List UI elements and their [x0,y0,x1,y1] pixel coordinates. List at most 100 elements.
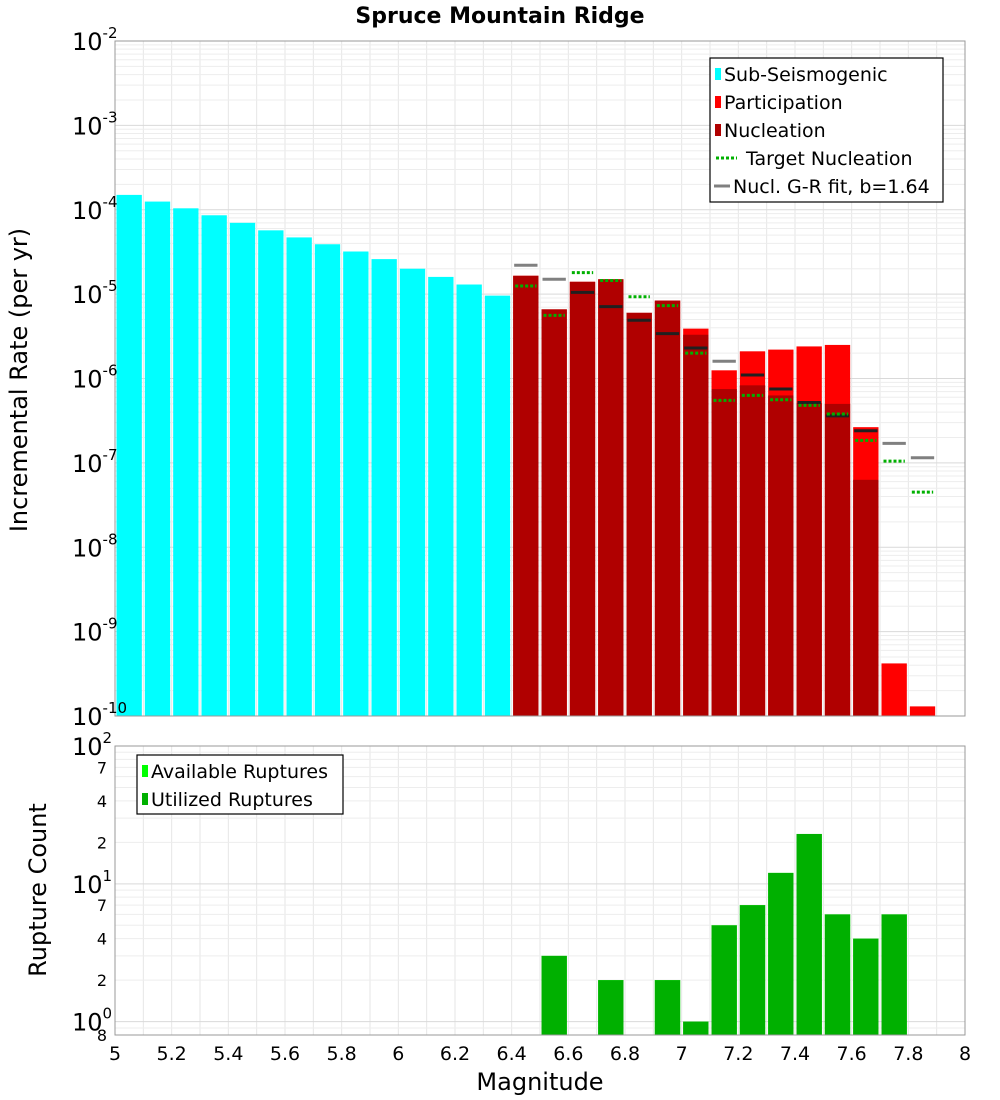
sub-seismogenic-bar [229,222,256,716]
legend-label: Sub-Seismogenic [724,64,888,86]
y-tick-label: 102 [72,729,112,761]
y-tick-exponent: -8 [103,530,118,548]
nucleation-bar [796,403,822,716]
legend-swatch-bar [715,68,721,80]
utilized-ruptures-bar [683,1021,709,1035]
utilized-ruptures-bar [598,980,624,1035]
x-tick-label: 6.2 [440,1043,470,1065]
y-minor-tick-label: 4 [97,792,107,811]
y-tick-exponent: -7 [103,446,118,464]
nucleation-bar [739,385,766,716]
y-tick-exponent: -10 [103,699,128,717]
nucleation-bar [824,403,851,716]
y-tick-label: 10-8 [72,530,118,562]
sub-seismogenic-bar [428,276,454,716]
y-tick-label: 101 [72,867,112,899]
top-bars [116,194,936,717]
y-tick-label: 10-7 [72,446,118,478]
x-tick-label: 6 [392,1043,404,1065]
y-tick-base: 10 [72,733,103,761]
y-tick-base: 10 [72,619,103,647]
y-tick-label: 10-9 [72,615,118,647]
y-minor-tick-label: 7 [97,758,107,777]
y-minor-tick-label: 2 [97,971,107,990]
y-tick-base: 10 [72,28,103,56]
utilized-ruptures-bar [796,833,822,1035]
x-tick-label: 8 [959,1043,971,1065]
nucleation-bar [513,275,539,716]
y-tick-label: 10-4 [72,193,118,225]
x-tick-label: 5.2 [157,1043,187,1065]
nucleation-bar [569,281,596,716]
y-tick-label: 10-3 [72,108,118,140]
x-tick-label: 5.4 [213,1043,243,1065]
chart-title: Spruce Mountain Ridge [355,4,644,29]
sub-seismogenic-bar [371,259,397,716]
y-tick-exponent: -5 [103,277,118,295]
nucleation-bar [683,334,709,716]
x-tick-label: 6.6 [553,1043,583,1065]
utilized-ruptures-bar [711,925,737,1035]
y-tick-label: 10-2 [72,24,118,56]
y-tick-base: 10 [72,871,103,899]
x-tick-label: 7.2 [723,1043,753,1065]
sub-seismogenic-bar [173,208,199,716]
utilized-ruptures-bar [541,955,567,1035]
sub-seismogenic-bar [201,215,227,717]
top-plot-frame [114,40,966,717]
x-tick-label: 6.4 [497,1043,527,1065]
utilized-ruptures-bar [768,872,794,1035]
legend-swatch-bar [142,793,148,805]
top-fit-lines [514,263,935,494]
y-minor-tick-label: 8 [97,1026,107,1045]
y-minor-tick-label: 4 [97,930,107,949]
sub-seismogenic-bar [456,284,482,716]
legend-swatch-bar [715,96,721,108]
sub-seismogenic-bar [286,237,312,716]
nucleation-bar [541,309,567,716]
y-tick-base: 10 [72,197,103,225]
sub-seismogenic-bar [484,295,511,716]
y-minor-tick-label: 2 [97,833,107,852]
x-tick-label: 7.4 [780,1043,810,1065]
legend-label: Utilized Ruptures [151,789,313,811]
sub-seismogenic-bar [314,244,341,717]
y-tick-exponent: 0 [103,1005,113,1023]
y-tick-label: 10-6 [72,362,118,394]
sub-seismogenic-bar [116,194,142,716]
legend-swatch-bar [715,124,721,136]
y-tick-label: 100 [72,1005,112,1037]
legend-swatch-bar [142,765,148,777]
legend-box [709,57,944,203]
y-tick-exponent: -4 [103,193,118,211]
participation-bar [909,706,936,716]
bottom-y-axis-label: Rupture Count [24,803,52,977]
y-minor-tick-label: 7 [97,896,107,915]
sub-seismogenic-bar [144,201,171,716]
y-tick-exponent: 2 [103,729,113,747]
y-tick-label: 10-5 [72,277,118,309]
utilized-ruptures-bar [853,938,879,1035]
y-tick-exponent: -2 [103,24,118,42]
y-tick-exponent: -6 [103,362,118,380]
legend-label: Nucl. G-R fit, b=1.64 [733,176,930,198]
top-y-axis-label: Incremental Rate (per yr) [5,228,33,532]
utilized-ruptures-bar [739,905,766,1035]
x-tick-label: 6.8 [610,1043,640,1065]
y-tick-base: 10 [72,703,103,731]
y-tick-base: 10 [72,366,103,394]
y-tick-label: 10-10 [72,699,127,731]
y-tick-base: 10 [72,112,103,140]
utilized-ruptures-bar [824,914,851,1035]
y-tick-base: 10 [72,534,103,562]
sub-seismogenic-bar [258,230,284,716]
top-legend: Sub-Seismogenic Participation Nucleation Ta… [709,57,944,203]
bottom-minor-tick-labels: 8 2 4 7 2 4 7 [97,758,107,1045]
y-tick-exponent: -3 [103,108,118,126]
y-tick-base: 10 [72,281,103,309]
legend-label: Participation [724,92,843,114]
y-tick-exponent: -9 [103,615,118,633]
y-tick-base: 10 [72,1009,103,1037]
utilized-ruptures-bar [654,980,681,1035]
